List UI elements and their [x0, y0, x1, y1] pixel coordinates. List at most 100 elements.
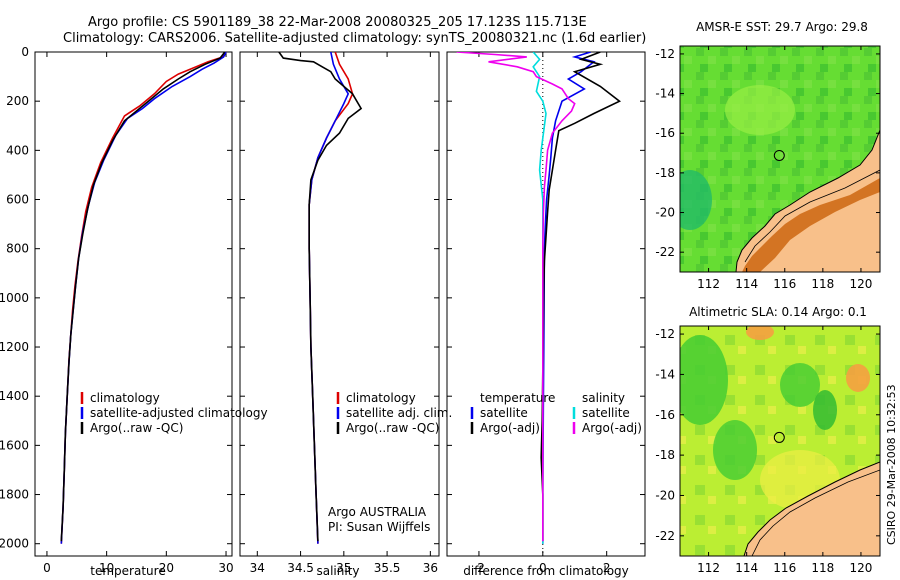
y-tick-label: 200: [6, 94, 29, 108]
sla-low-patch-3: [780, 363, 820, 407]
sla-low-patch-1: [680, 335, 728, 425]
x-tick-label: 0: [539, 561, 547, 575]
temperature-argo-line: [60, 52, 226, 542]
sst-argo-location-marker: [773, 149, 785, 161]
legend-sal-satellite: satellite: [582, 406, 630, 420]
sst-map: [680, 46, 880, 272]
legend-temperature-heading: temperature: [480, 391, 555, 405]
sst-warm-patch: [725, 85, 795, 135]
sla-low-patch-4: [813, 390, 837, 430]
map-x-tick-label: 120: [849, 277, 872, 291]
legend-sal-argo: Argo(-adj): [582, 421, 642, 435]
map-y-tick-label: -20: [655, 488, 675, 502]
y-tick-label: 0: [21, 45, 29, 59]
sst-cool-patch: [680, 170, 712, 230]
map-x-tick-label: 120: [849, 561, 872, 575]
map-y-tick-label: -20: [655, 206, 675, 220]
sst-map-ticks: 112 114 116 118 120 -12 -14 -16 -18 -20 -22: [655, 46, 880, 291]
sla-map-frame: [679, 325, 881, 557]
depth-tick-labels: 0 200 400 600 800 1000 1200 1400 1600 1800 2000: [0, 45, 29, 551]
header-line-1: Argo profile: CS 5901189_38 22-Mar-2008 …: [88, 15, 587, 30]
map-x-tick-label: 118: [811, 561, 834, 575]
temperature-series: [60, 52, 227, 544]
y-tick-label: 2000: [0, 537, 29, 551]
x-tick-label: 2: [603, 561, 611, 575]
legend-argo: Argo(..raw -QC): [90, 421, 183, 435]
x-tick-label: 20: [159, 561, 174, 575]
sst-coastline: [735, 129, 880, 272]
map-x-tick-label: 116: [773, 561, 796, 575]
y-tick-label: 600: [6, 193, 29, 207]
map-x-tick-label: 116: [773, 277, 796, 291]
map-x-tick-label: 114: [735, 561, 758, 575]
sst-isobath: [744, 169, 880, 263]
map-x-tick-label: 118: [811, 277, 834, 291]
salinity-series: [278, 52, 363, 544]
temperature-legend: climatology satellite-adjusted climatolo…: [80, 391, 268, 435]
legend-argo: Argo(..raw -QC): [346, 421, 439, 435]
sla-map: [680, 326, 880, 556]
legend-satellite-adj: satellite adj. clim.: [346, 406, 452, 420]
sla-coastline: [743, 461, 880, 556]
map-y-tick-label: -14: [655, 367, 675, 381]
sla-argo-location-marker: [773, 431, 785, 443]
sst-map-title: AMSR-E SST: 29.7 Argo: 29.8: [696, 20, 868, 34]
y-tick-label: 800: [6, 242, 29, 256]
map-y-tick-label: -14: [655, 87, 675, 101]
map-y-tick-label: -22: [655, 529, 675, 543]
salinity-argo-line: [278, 52, 363, 542]
header-line-2: Climatology: CARS2006. Satellite-adjuste…: [63, 31, 646, 46]
argo-australia-label: Argo AUSTRALIA: [328, 505, 427, 519]
map-y-tick-label: -12: [655, 47, 675, 61]
x-tick-label: 34: [250, 561, 265, 575]
map-y-tick-label: -22: [655, 245, 675, 259]
temperature-satellite-line: [60, 52, 227, 544]
x-tick-label: 35.5: [374, 561, 401, 575]
map-y-tick-label: -16: [655, 126, 675, 140]
diff-salinity-argo-line: [456, 52, 576, 542]
legend-satellite-adjusted: satellite-adjusted climatology: [90, 406, 268, 420]
legend-temp-satellite: satellite: [480, 406, 528, 420]
salinity-axes: [239, 51, 440, 557]
x-tick-labels: 0 10 20 30 34 34.5 35 35.5 36 -2 0 2: [43, 561, 610, 575]
map-x-tick-label: 112: [697, 277, 720, 291]
x-tick-label: 35: [336, 561, 351, 575]
x-tick-label: 30: [218, 561, 233, 575]
csiro-timestamp: CSIRO 29-Mar-2008 10:32:53: [885, 384, 898, 545]
y-tick-label: 1200: [0, 340, 29, 354]
x-tick-label: 0: [43, 561, 51, 575]
x-tick-label: -2: [473, 561, 485, 575]
temperature-xlabel: temperature: [90, 564, 165, 578]
y-tick-label: 1000: [0, 291, 29, 305]
sla-high-patch-1: [846, 364, 870, 392]
difference-legend: temperature satellite Argo(-adj) salinit…: [470, 391, 642, 435]
map-y-tick-label: -16: [655, 408, 675, 422]
y-tick-label: 400: [6, 143, 29, 157]
y-tick-label: 1600: [0, 438, 29, 452]
temperature-axes: [34, 51, 233, 557]
x-tick-label: 10: [99, 561, 114, 575]
difference-axes: [446, 51, 646, 557]
pi-label: PI: Susan Wijffels: [328, 520, 430, 534]
y-tick-label: 1400: [0, 389, 29, 403]
x-tick-label: 36: [423, 561, 438, 575]
legend-salinity-heading: salinity: [582, 391, 625, 405]
sla-map-ticks: 112 114 116 118 120 -12 -14 -16 -18 -20 -22: [655, 326, 880, 575]
sla-map-title: Altimetric SLA: 0.14 Argo: 0.1: [689, 305, 867, 319]
x-tick-label: 34.5: [287, 561, 314, 575]
diff-temperature-argo-line: [540, 52, 622, 542]
sst-coastal-warm-band: [742, 178, 880, 272]
axis-ticks: [35, 51, 645, 556]
difference-series: [456, 52, 622, 544]
map-y-tick-label: -18: [655, 166, 675, 180]
sla-high-patch-2: [746, 326, 774, 340]
legend-climatology: climatology: [90, 391, 160, 405]
sla-low-patch-2: [713, 420, 757, 480]
legend-temp-argo: Argo(-adj): [480, 421, 540, 435]
salinity-legend: climatology satellite adj. clim. Argo(..…: [328, 391, 452, 534]
sla-isobath: [751, 469, 880, 556]
salinity-xlabel: salinity: [316, 564, 359, 578]
map-x-tick-label: 112: [697, 561, 720, 575]
legend-climatology: climatology: [346, 391, 416, 405]
